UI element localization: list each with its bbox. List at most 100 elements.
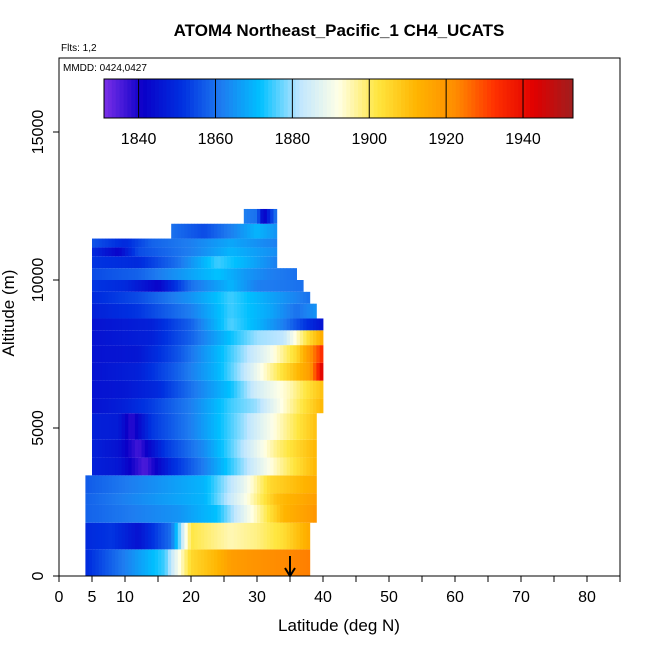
colorbar-swatch (393, 79, 398, 118)
heatmap-cell (128, 330, 132, 346)
heatmap-cell (293, 330, 297, 346)
heatmap-cell (92, 330, 96, 346)
heatmap-cell (191, 522, 195, 550)
heatmap-cell (92, 493, 96, 505)
heatmap-cell (111, 522, 116, 550)
heatmap-cell (131, 318, 136, 331)
colorbar-swatch (483, 79, 488, 118)
heatmap-cell (309, 439, 314, 458)
heatmap-cell (98, 268, 103, 280)
colorbar-swatch (565, 79, 570, 118)
heatmap-cell (138, 256, 142, 269)
colorbar-swatch (299, 79, 304, 118)
heatmap-cell (115, 291, 119, 304)
heatmap-cell (253, 256, 258, 269)
heatmap-cell (101, 475, 106, 494)
heatmap-cell (95, 345, 99, 363)
altitude-layer (85, 475, 317, 494)
heatmap-cell (250, 439, 255, 458)
x-tick-label: 80 (578, 589, 596, 606)
heatmap-cell (207, 345, 212, 363)
colorbar-swatch (350, 79, 355, 118)
heatmap-cell (293, 475, 297, 494)
heatmap-cell (243, 493, 248, 505)
colorbar-swatch (385, 79, 390, 118)
heatmap-cell (280, 439, 284, 458)
heatmap-cell (105, 280, 109, 292)
heatmap-cell (306, 504, 311, 523)
heatmap-cell (197, 318, 202, 331)
heatmap-cell (92, 398, 96, 414)
colorbar-swatch (236, 79, 242, 118)
heatmap-cell (227, 549, 231, 576)
heatmap-cell (197, 493, 202, 505)
heatmap-cell (263, 291, 268, 304)
heatmap-cell (95, 268, 99, 280)
heatmap-cell (158, 291, 162, 304)
altitude-layer (92, 291, 311, 304)
heatmap-cell (240, 345, 245, 363)
heatmap-cell (134, 398, 139, 414)
heatmap-cell (181, 256, 185, 269)
heatmap-cell (207, 280, 212, 292)
heatmap-cell (174, 280, 179, 292)
heatmap-cell (125, 549, 129, 576)
heatmap-cell (257, 256, 261, 269)
heatmap-cell (266, 247, 271, 257)
heatmap-cell (144, 457, 149, 476)
heatmap-cell (164, 330, 169, 346)
heatmap-cell (306, 413, 311, 440)
heatmap-cell (187, 268, 192, 280)
heatmap-cell (250, 318, 255, 331)
heatmap-cell (101, 291, 106, 304)
heatmap-cell (273, 475, 278, 494)
heatmap-cell (290, 291, 294, 304)
heatmap-cell (217, 280, 222, 292)
heatmap-cell (273, 439, 278, 458)
heatmap-cell (319, 345, 324, 363)
heatmap-cell (161, 398, 165, 414)
heatmap-cell (243, 291, 248, 304)
colorbar-swatch (463, 79, 468, 118)
heatmap-cell (111, 398, 116, 414)
heatmap-cell (260, 223, 264, 239)
heatmap-cell (316, 362, 321, 381)
heatmap-cell (161, 268, 165, 280)
colorbar-swatch (283, 79, 289, 118)
altitude-layer (243, 208, 278, 224)
heatmap-cell (237, 345, 241, 363)
heatmap-cell (220, 413, 225, 440)
heatmap-cell (98, 318, 103, 331)
heatmap-cell (299, 504, 304, 523)
heatmap-cell (217, 247, 222, 257)
heatmap-cell (95, 549, 99, 576)
heatmap-cell (286, 268, 291, 280)
heatmap-cell (184, 303, 189, 319)
colorbar-swatch (369, 79, 375, 118)
heatmap-cell (108, 318, 113, 331)
heatmap-cell (240, 280, 245, 292)
heatmap-cell (187, 330, 192, 346)
colorbar-swatch (193, 79, 199, 118)
heatmap-cell (184, 413, 189, 440)
heatmap-cell (290, 380, 294, 399)
heatmap-cell (134, 457, 139, 476)
heatmap-cell (240, 549, 245, 576)
heatmap-cell (194, 268, 198, 280)
heatmap-cell (101, 457, 106, 476)
heatmap-cell (293, 280, 297, 292)
heatmap-cell (299, 291, 304, 304)
heatmap-cell (154, 318, 159, 331)
heatmap-cell (92, 439, 96, 458)
heatmap-cell (200, 549, 205, 576)
heatmap-cell (266, 522, 271, 550)
heatmap-cell (280, 318, 284, 331)
heatmap-cell (217, 504, 222, 523)
heatmap-layers (85, 208, 324, 576)
heatmap-cell (237, 362, 241, 381)
heatmap-cell (101, 439, 106, 458)
heatmap-cell (293, 398, 297, 414)
heatmap-cell (290, 280, 294, 292)
heatmap-cell (250, 208, 255, 224)
heatmap-cell (233, 345, 238, 363)
